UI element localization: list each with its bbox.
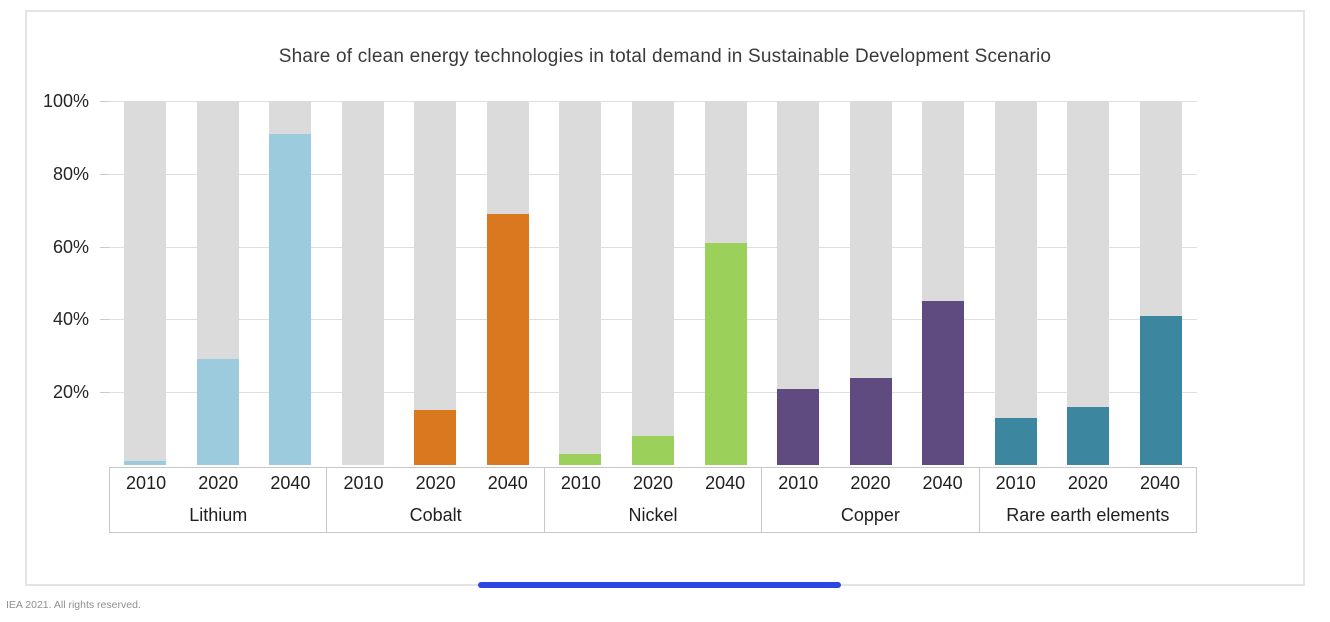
bar-nickel-2040	[704, 242, 747, 465]
x-years-row: 2010 2020 2040	[762, 473, 978, 494]
x-group-label-nickel: Nickel	[628, 505, 678, 525]
x-group-label-lithium: Lithium	[189, 505, 248, 525]
bar-cobalt-2040	[486, 213, 529, 465]
x-group-label-cobalt: Cobalt	[409, 505, 462, 525]
y-axis: 100% 80% 60% 40% 20%	[27, 12, 101, 588]
x-group-cell-lithium: 2010 2020 2040 Lithium	[110, 468, 328, 532]
bar-bg-rare-earth-elements-2020	[1067, 101, 1110, 465]
x-tick-year: 2010	[126, 473, 167, 493]
x-group-label-copper: Copper	[840, 505, 900, 525]
x-tick-year: 2020	[198, 473, 239, 493]
y-tick-label: 60%	[52, 236, 89, 257]
bar-bg-rare-earth-elements-2010	[994, 101, 1037, 465]
bar-rare-earth-elements-2020	[1067, 406, 1110, 465]
bar-lithium-2040	[269, 133, 312, 465]
y-tick-label: 100%	[42, 91, 89, 111]
x-group-cell-nickel: 2010 2020 2040 Nickel	[545, 468, 763, 532]
x-group-cell-copper: 2010 2020 2040 Copper	[762, 468, 980, 532]
x-tick-year: 2020	[850, 473, 891, 493]
bar-copper-2010	[777, 388, 820, 465]
copyright-note: IEA 2021. All rights reserved.	[6, 599, 141, 611]
bar-nickel-2020	[632, 435, 674, 465]
x-years-row: 2010 2020 2040	[110, 473, 326, 494]
y-tick-mark	[100, 101, 109, 102]
y-tick-mark	[100, 246, 109, 248]
x-tick-year: 2010	[778, 473, 819, 493]
x-tick-year: 2040	[705, 473, 746, 493]
bar-nickel-2010	[559, 454, 602, 465]
bar-bg-nickel-2010	[559, 101, 602, 465]
x-years-row: 2010 2020 2040	[327, 473, 543, 494]
bar-copper-2040	[922, 301, 965, 465]
x-tick-year: 2020	[1067, 473, 1108, 493]
y-tick-label: 20%	[52, 382, 89, 403]
bar-bg-lithium-2010	[124, 101, 167, 465]
x-tick-year: 2010	[343, 473, 384, 493]
bar-rare-earth-elements-2010	[994, 417, 1037, 465]
chart-card: Share of clean energy technologies in to…	[25, 10, 1305, 588]
bar-bg-cobalt-2010	[341, 101, 384, 465]
bar-bg-nickel-2020	[632, 101, 674, 465]
x-years-row: 2010 2020 2040	[980, 473, 1196, 494]
y-tick-mark	[100, 173, 109, 175]
bar-bg-cobalt-2020	[414, 101, 457, 465]
y-tick-mark	[100, 392, 109, 394]
x-group-cell-cobalt: 2010 2020 2040 Cobalt	[327, 468, 545, 532]
x-group-cell-rare-earth-elements: 2010 2020 2040 Rare earth elements	[980, 468, 1196, 532]
x-tick-year: 2010	[560, 473, 601, 493]
x-tick-year: 2020	[633, 473, 674, 493]
x-tick-year: 2040	[487, 473, 528, 493]
bar-copper-2020	[849, 377, 892, 465]
y-tick-mark	[100, 319, 109, 321]
bar-lithium-2010	[124, 461, 167, 465]
x-tick-year: 2040	[922, 473, 963, 493]
bar-cobalt-2020	[414, 410, 457, 465]
bar-lithium-2020	[196, 359, 239, 465]
y-tick-label: 80%	[52, 163, 89, 184]
y-tick-label: 40%	[52, 309, 89, 330]
plot-area	[100, 101, 1197, 465]
x-axis: 2010 2020 2040 Lithium 2010 2020 2040 Cobalt 201…	[109, 467, 1197, 533]
x-tick-year: 2010	[995, 473, 1036, 493]
bar-rare-earth-elements-2040	[1139, 315, 1182, 465]
x-years-row: 2010 2020 2040	[545, 473, 761, 494]
x-group-label-rare-earth-elements: Rare earth elements	[1006, 505, 1170, 525]
chart-title: Share of clean energy technologies in to…	[278, 46, 1052, 67]
bottom-scrollbar-thumb[interactable]	[478, 582, 841, 588]
x-tick-year: 2020	[415, 473, 456, 493]
x-tick-year: 2040	[1139, 473, 1180, 493]
x-tick-year: 2040	[270, 473, 311, 493]
